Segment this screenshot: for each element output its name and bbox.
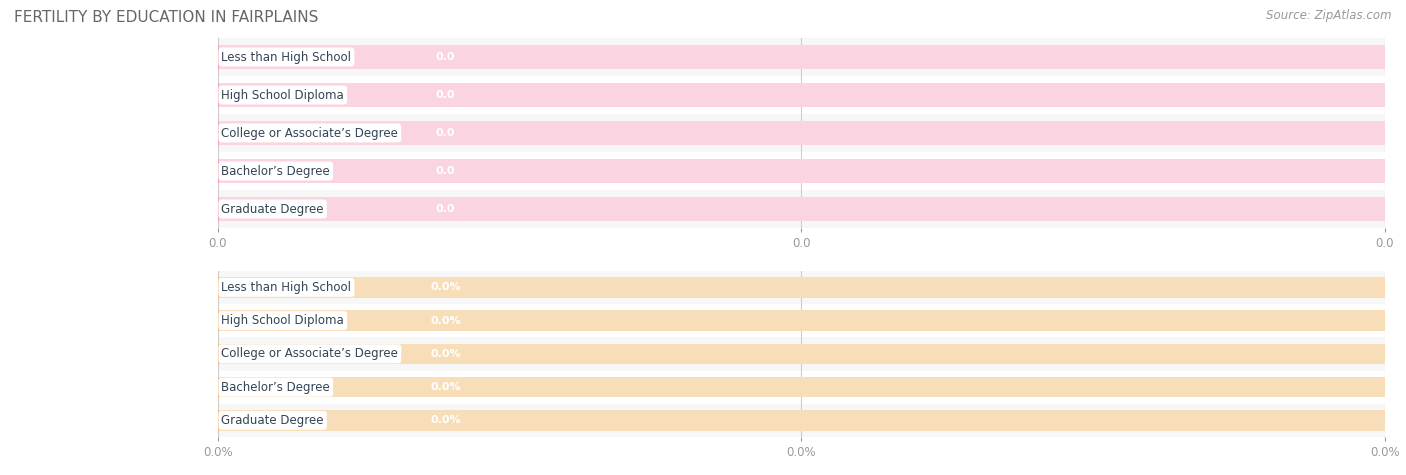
Text: 0.0%: 0.0% bbox=[430, 349, 461, 359]
Text: 0.0: 0.0 bbox=[436, 52, 456, 62]
Bar bbox=[218, 377, 1385, 398]
Bar bbox=[218, 310, 1385, 331]
Text: 0.0: 0.0 bbox=[436, 90, 456, 100]
Text: Bachelor’s Degree: Bachelor’s Degree bbox=[221, 164, 330, 178]
Bar bbox=[218, 404, 1385, 437]
Bar bbox=[218, 304, 1385, 337]
Bar bbox=[218, 83, 1385, 107]
Text: Source: ZipAtlas.com: Source: ZipAtlas.com bbox=[1267, 10, 1392, 22]
Bar bbox=[218, 45, 1385, 69]
Bar bbox=[218, 121, 1385, 145]
Bar bbox=[218, 38, 1385, 76]
Text: Bachelor’s Degree: Bachelor’s Degree bbox=[221, 380, 330, 394]
Text: 0.0%: 0.0% bbox=[430, 282, 461, 293]
Text: Less than High School: Less than High School bbox=[221, 281, 352, 294]
Bar bbox=[218, 370, 1385, 404]
Text: 0.0%: 0.0% bbox=[430, 315, 461, 326]
Text: 0.0%: 0.0% bbox=[430, 415, 461, 426]
Text: Graduate Degree: Graduate Degree bbox=[221, 414, 323, 427]
Bar bbox=[218, 159, 1385, 183]
Bar bbox=[218, 271, 1385, 304]
Bar bbox=[218, 114, 1385, 152]
Bar bbox=[218, 197, 1385, 221]
Text: 0.0: 0.0 bbox=[436, 128, 456, 138]
Bar bbox=[218, 190, 1385, 228]
Text: Graduate Degree: Graduate Degree bbox=[221, 202, 323, 216]
Text: 0.0: 0.0 bbox=[436, 204, 456, 214]
Text: College or Associate’s Degree: College or Associate’s Degree bbox=[221, 126, 398, 140]
Bar bbox=[218, 76, 1385, 114]
Text: 0.0: 0.0 bbox=[436, 166, 456, 176]
Text: College or Associate’s Degree: College or Associate’s Degree bbox=[221, 347, 398, 361]
Bar bbox=[218, 337, 1385, 370]
Bar bbox=[218, 152, 1385, 190]
Text: 0.0%: 0.0% bbox=[430, 382, 461, 392]
Text: High School Diploma: High School Diploma bbox=[221, 314, 344, 327]
Bar bbox=[218, 343, 1385, 364]
Bar bbox=[218, 277, 1385, 298]
Text: FERTILITY BY EDUCATION IN FAIRPLAINS: FERTILITY BY EDUCATION IN FAIRPLAINS bbox=[14, 10, 318, 25]
Bar bbox=[218, 410, 1385, 431]
Text: High School Diploma: High School Diploma bbox=[221, 88, 344, 102]
Text: Less than High School: Less than High School bbox=[221, 50, 352, 64]
